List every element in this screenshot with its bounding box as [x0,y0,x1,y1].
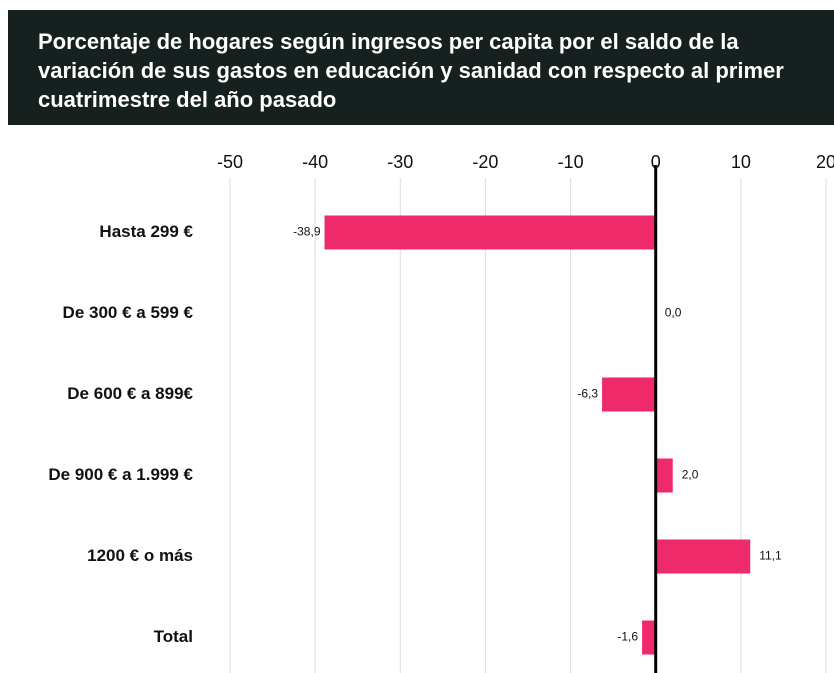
x-tick-label: -50 [217,152,243,172]
y-tick-label: De 600 € a 899€ [67,384,193,403]
bar [642,620,656,655]
x-tick-label: -10 [558,152,584,172]
value-label: -6,3 [577,387,598,401]
value-label: -1,6 [617,630,638,644]
bar [324,215,656,250]
chart-title: Porcentaje de hogares según ingresos per… [38,29,784,112]
value-label: 0,0 [665,306,682,320]
value-label: 2,0 [682,468,699,482]
x-tick-label: -40 [302,152,328,172]
bar [602,377,656,412]
x-tick-label: 10 [731,152,751,172]
y-tick-label: 1200 € o más [87,546,193,565]
x-tick-label: -30 [387,152,413,172]
y-tick-label: De 300 € a 599 € [63,303,194,322]
y-tick-label: Total [154,627,193,646]
value-label: 11,1 [759,549,782,563]
bar [655,539,751,574]
x-tick-label: 20 [816,152,834,172]
y-tick-label: De 900 € a 1.999 € [48,465,193,484]
y-tick-label: Hasta 299 € [99,222,193,241]
bar [655,458,673,493]
value-label: -38,9 [293,225,321,239]
x-tick-label: -20 [472,152,498,172]
header: Porcentaje de hogares según ingresos per… [8,10,834,125]
x-tick-label: 0 [651,152,661,172]
